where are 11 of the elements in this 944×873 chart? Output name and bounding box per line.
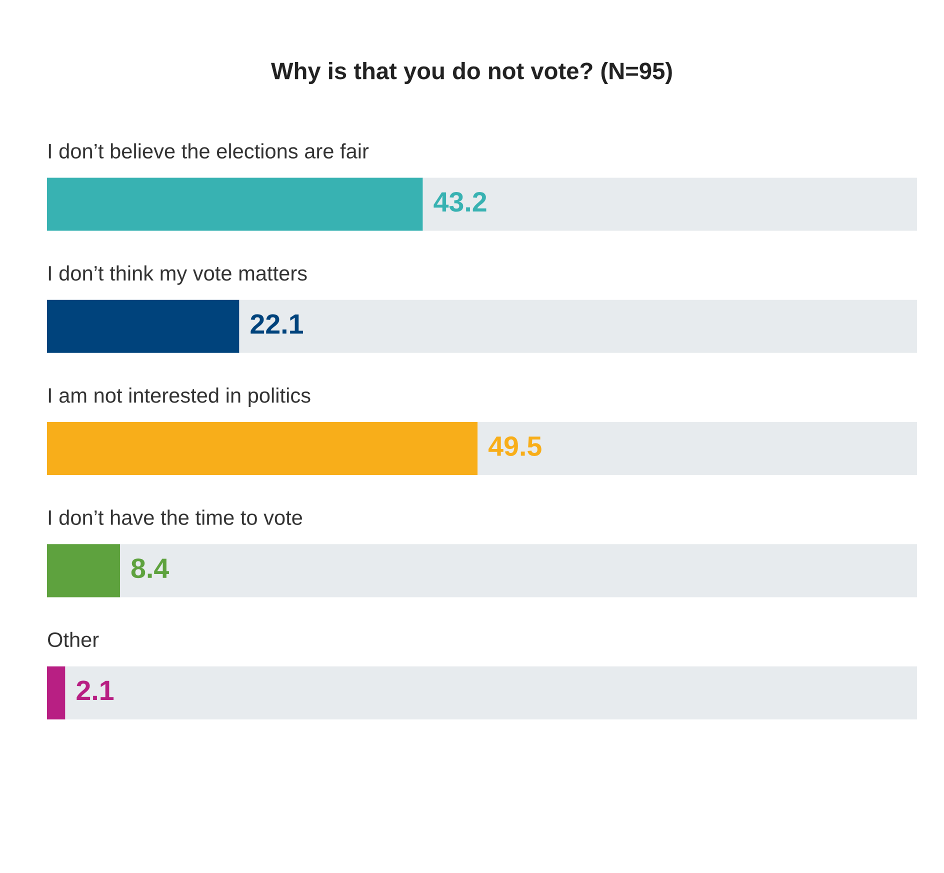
data-label: 2.1 — [76, 680, 114, 700]
y-tick-label: I don’t think my vote matters — [48, 265, 307, 285]
y-tick-label: I don’t believe the elections are fair — [48, 143, 369, 159]
chart-title: Why is that you do not vote? (N=95) — [271, 62, 672, 84]
y-tick-label: I don’t have the time to vote — [48, 510, 302, 525]
y-tick-label: Other — [48, 632, 99, 648]
data-label: 22.1 — [250, 314, 303, 334]
data-label: 8.4 — [131, 558, 169, 578]
y-tick-label: I am not interested in politics — [48, 388, 310, 407]
data-label: 49.5 — [488, 436, 542, 456]
data-label: 43.2 — [434, 192, 486, 212]
